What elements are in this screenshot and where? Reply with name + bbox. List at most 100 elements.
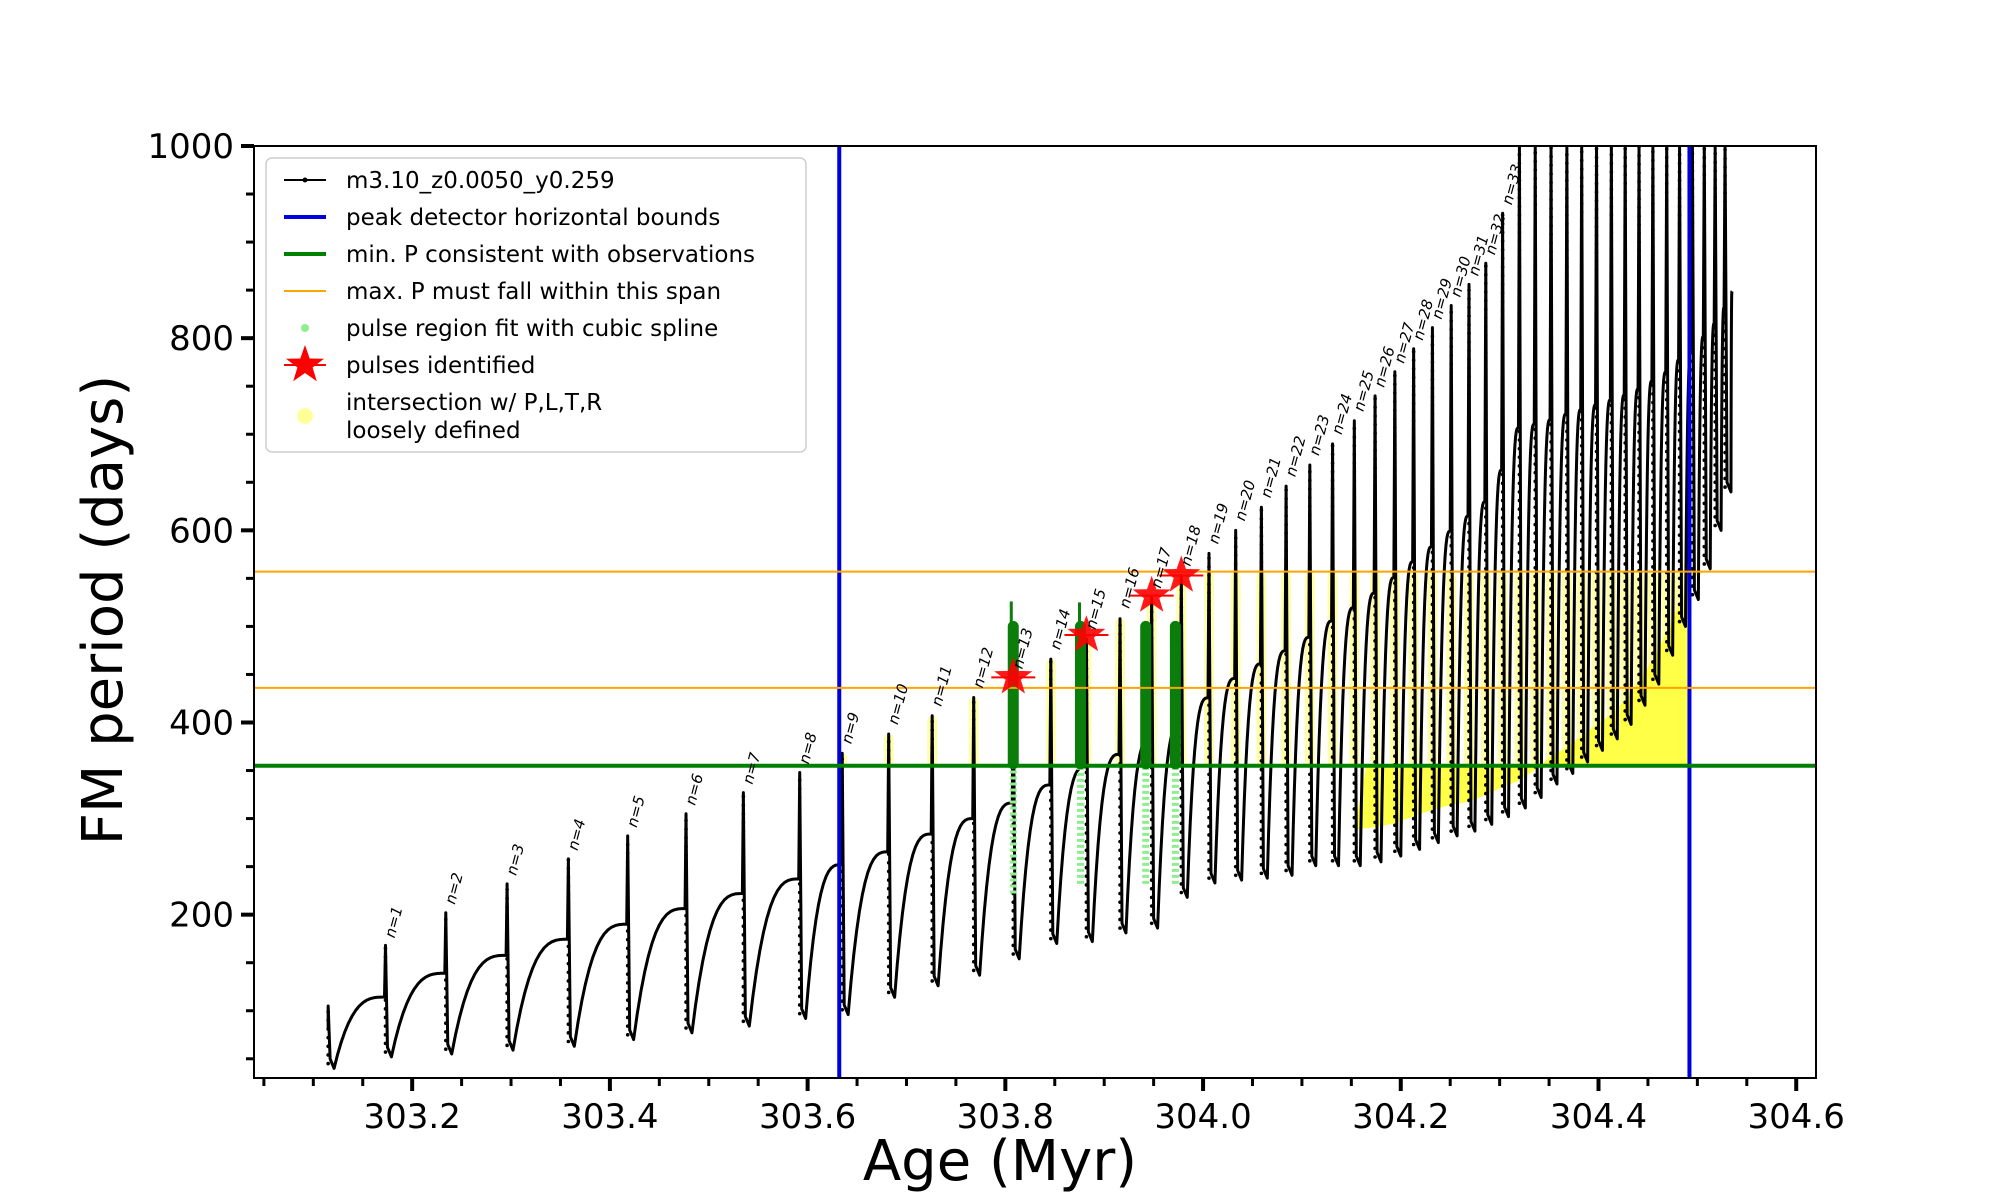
model-track-marker [1664,639,1669,644]
model-track-marker [1609,282,1614,287]
model-track-marker [1484,272,1488,277]
model-track-marker [1233,562,1238,566]
model-track-marker [1373,811,1377,816]
model-track-marker [1500,369,1505,373]
model-track-marker [1449,327,1454,332]
model-track-marker [1430,723,1435,728]
model-track-marker [1259,793,1264,798]
model-track-marker [1702,536,1707,540]
model-track-marker [1609,671,1614,676]
model-track-marker [1449,768,1454,773]
model-track-marker [1533,738,1538,743]
model-track-marker [886,791,891,796]
model-track-marker [1637,465,1641,469]
model-track-marker [1702,510,1707,514]
model-track-marker [1484,402,1488,407]
model-track-marker [1207,746,1211,751]
pulse-number-label: n=11 [928,664,956,708]
model-track-marker [1702,328,1707,333]
model-track-marker [1430,740,1435,745]
model-track-marker [1651,608,1655,612]
model-track-marker [1549,474,1553,479]
model-track-marker [1430,792,1435,797]
model-track-marker [1308,720,1312,725]
model-track-marker [1517,550,1522,555]
model-track-marker [1723,364,1727,368]
model-track-marker [1500,637,1505,641]
model-track-marker [1179,821,1184,826]
model-track-marker [1308,859,1312,863]
model-track-marker [1484,264,1488,268]
model-track-marker [1623,683,1627,687]
model-track-marker [1373,664,1377,669]
pulse-number-label: n=6 [681,772,707,807]
model-track-marker [1651,478,1655,483]
model-track-marker [971,951,976,955]
model-track-marker [1533,401,1538,406]
model-track-marker [1049,746,1053,751]
model-track-marker [1259,655,1264,659]
model-track-marker [625,937,630,942]
model-track-marker [1579,539,1584,543]
model-track-marker [1623,449,1627,454]
model-track-marker [1467,651,1471,656]
model-track-marker [1549,708,1553,712]
model-track-marker [1533,773,1538,778]
model-track-marker [1579,660,1584,664]
model-track-marker [1284,851,1288,855]
model-track-marker [1549,353,1553,358]
model-track-marker [1713,195,1717,199]
legend-swatch-dot [301,324,309,332]
model-track-marker [1533,375,1538,380]
model-track-marker [1664,579,1669,584]
model-track-marker [505,948,509,953]
model-track-marker [1330,478,1335,483]
model-track-marker [1549,388,1553,392]
model-track-marker [566,909,571,914]
model-track-marker [443,917,448,922]
model-track-marker [1713,298,1717,303]
model-track-marker [1579,737,1584,742]
model-track-marker [1430,749,1435,754]
model-track-marker [1500,394,1505,399]
model-track-marker [1723,199,1727,204]
model-track-marker [1430,611,1435,615]
model-track-marker [505,974,509,978]
model-track-marker [1651,539,1655,543]
model-track-marker [1430,541,1435,546]
model-track-marker [1284,825,1288,830]
model-track-marker [1565,663,1569,667]
model-track-marker [1579,296,1584,301]
model-track-marker [1549,587,1553,591]
model-track-marker [1393,451,1397,456]
model-track-marker [1664,484,1669,488]
model-track-marker [1533,730,1538,734]
model-track-marker [1484,739,1488,744]
model-track-marker [1594,233,1599,238]
model-track-marker [1651,245,1655,249]
model-track-marker [1609,455,1614,460]
model-track-marker [840,938,845,943]
model-track-marker [971,890,976,895]
model-track-marker [1565,256,1569,261]
model-track-marker [1690,169,1695,173]
model-track-marker [886,982,891,986]
model-track-marker [1623,311,1627,315]
model-track-marker [1259,741,1264,746]
model-track-marker [1713,186,1717,191]
model-track-marker [1467,322,1471,327]
model-track-marker [1411,738,1416,743]
model-track-marker [1500,524,1505,529]
model-track-marker [1609,516,1614,520]
model-track-marker [1411,626,1416,631]
model-track-marker [886,826,891,830]
model-track-marker [741,837,746,842]
model-track-marker [1411,695,1416,700]
model-track-marker [1565,299,1569,304]
model-track-marker [1517,394,1522,399]
model-track-marker [1084,779,1089,783]
model-track-marker [1677,222,1682,226]
model-track-marker [1549,630,1553,634]
model-track-marker [1449,388,1454,392]
model-track-marker [684,983,688,987]
